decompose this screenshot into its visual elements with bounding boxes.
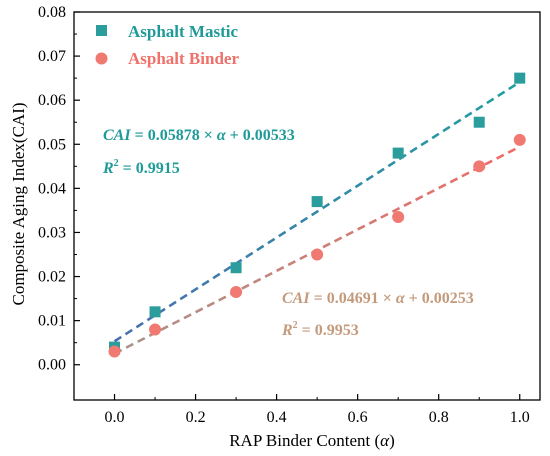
asphalt-binder-point	[513, 133, 526, 146]
binder-r2-label: R	[281, 322, 293, 339]
asphalt-mastic-fit-line	[113, 80, 521, 343]
asphalt-mastic-point	[230, 262, 242, 274]
binder-r2-text: R2 = 0.9953	[281, 320, 359, 339]
y-tick-label: 0.07	[38, 48, 66, 65]
y-axis-ticks: 0.00 0.01 0.02 0.03 0.04 0.05 0.06 0.07 0.08	[38, 4, 80, 374]
binder-eq-var: α	[396, 290, 406, 307]
y-tick-label: 0.03	[38, 224, 66, 241]
legend: Asphalt Mastic Asphalt Binder	[95, 22, 239, 68]
y-tick-label: 0.04	[38, 180, 66, 197]
asphalt-mastic-point	[392, 147, 404, 159]
binder-r2-sup: 2	[293, 320, 298, 331]
binder-eq-lhs: CAI	[282, 290, 310, 307]
x-axis-title-symbol: α	[380, 431, 390, 450]
mastic-eq-rhs: + 0.00533	[226, 127, 295, 144]
mastic-fit-equation: CAI = 0.05878 × α + 0.00533 R2 = 0.9915	[102, 127, 295, 177]
legend-label-asphalt-binder: Asphalt Binder	[128, 49, 239, 68]
y-axis-title: Composite Aging Index(CAI)	[9, 102, 28, 305]
x-axis-title-suffix: )	[389, 431, 395, 450]
mastic-equation-text: CAI = 0.05878 × α + 0.00533	[103, 127, 295, 144]
plot-frame	[73, 11, 541, 401]
asphalt-mastic-point	[473, 116, 485, 128]
legend-marker-asphalt-mastic	[96, 25, 107, 36]
binder-eq-rhs: + 0.00253	[405, 290, 474, 307]
binder-equation-text: CAI = 0.04691 × α + 0.00253	[282, 290, 474, 307]
x-tick-label: 0.6	[348, 409, 368, 426]
x-tick-label: 0.2	[186, 409, 206, 426]
x-tick-label: 1.0	[510, 409, 530, 426]
asphalt-mastic-point	[149, 306, 161, 318]
asphalt-mastic-point	[514, 72, 526, 84]
y-tick-label: 0.05	[38, 136, 66, 153]
binder-fit-equation: CAI = 0.04691 × α + 0.00253 R2 = 0.9953	[281, 290, 474, 339]
mastic-r2-label: R	[102, 160, 114, 177]
y-tick-label: 0.01	[38, 313, 66, 330]
mastic-r2-sup: 2	[114, 158, 119, 169]
asphalt-mastic-point	[311, 196, 323, 208]
y-tick-label: 0.00	[38, 357, 66, 374]
x-tick-label: 0.4	[267, 409, 287, 426]
asphalt-binder-point	[149, 323, 162, 336]
asphalt-binder-point	[230, 285, 243, 298]
mastic-eq-var: α	[217, 127, 227, 144]
y-tick-label: 0.02	[38, 269, 66, 286]
binder-r2-value: = 0.9953	[298, 322, 359, 339]
legend-label-asphalt-mastic: Asphalt Mastic	[128, 22, 238, 41]
binder-eq-mid: = 0.04691 ×	[310, 290, 396, 307]
x-tick-label: 0.8	[429, 409, 449, 426]
mastic-r2-text: R2 = 0.9915	[102, 158, 180, 177]
asphalt-binder-point	[473, 160, 486, 173]
data-markers	[108, 72, 526, 358]
mastic-eq-mid: = 0.05878 ×	[131, 127, 217, 144]
fit-lines	[113, 80, 521, 355]
x-axis-title-prefix: RAP Binder Content (	[229, 431, 380, 450]
asphalt-binder-point	[108, 345, 121, 358]
y-tick-label: 0.06	[38, 92, 66, 109]
legend-marker-asphalt-binder	[95, 52, 108, 65]
mastic-eq-lhs: CAI	[103, 127, 131, 144]
x-axis-ticks: 0.0 0.2 0.4 0.6 0.8 1.0	[73, 394, 530, 426]
x-axis-title: RAP Binder Content (α)	[229, 431, 395, 450]
asphalt-binder-point	[392, 211, 405, 224]
mastic-r2-value: = 0.9915	[119, 160, 180, 177]
x-tick-label: 0.0	[105, 409, 125, 426]
y-tick-label: 0.08	[38, 4, 66, 21]
asphalt-binder-point	[311, 248, 324, 261]
